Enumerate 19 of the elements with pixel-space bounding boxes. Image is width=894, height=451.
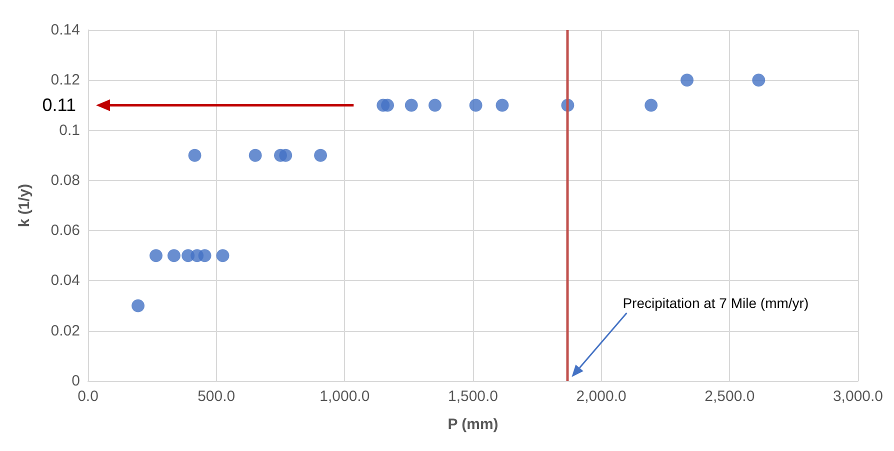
x-axis-title: P (mm) bbox=[448, 416, 498, 433]
x-tick-label: 1,500.0 bbox=[448, 388, 498, 405]
y-tick-label: 0.12 bbox=[50, 72, 80, 89]
x-tick-label: 500.0 bbox=[198, 388, 236, 405]
annotation: Precipitation at 7 Mile (mm/yr) bbox=[622, 295, 809, 311]
x-tick-label: 3,000.0 bbox=[832, 388, 883, 405]
y-tick-label: 0.04 bbox=[50, 272, 80, 290]
y-tick-label: 0.06 bbox=[50, 222, 80, 240]
y-tick-label: 0.1 bbox=[59, 122, 80, 139]
x-tick-label: 1,000.0 bbox=[320, 388, 370, 405]
x-tick-label: 2,500.0 bbox=[704, 388, 755, 405]
y-tick-label: 0 bbox=[72, 372, 80, 390]
y-tick-label: 0.14 bbox=[50, 22, 80, 38]
x-tick-label: 0.0 bbox=[78, 388, 98, 405]
y-axis-title: k (1/y) bbox=[16, 184, 33, 228]
x-tick-label: 2,000.0 bbox=[576, 388, 626, 405]
y-tick-label: 0.02 bbox=[50, 322, 80, 340]
ref-line-label: 0.11 bbox=[42, 95, 76, 116]
y-tick-label: 0.08 bbox=[50, 172, 80, 189]
